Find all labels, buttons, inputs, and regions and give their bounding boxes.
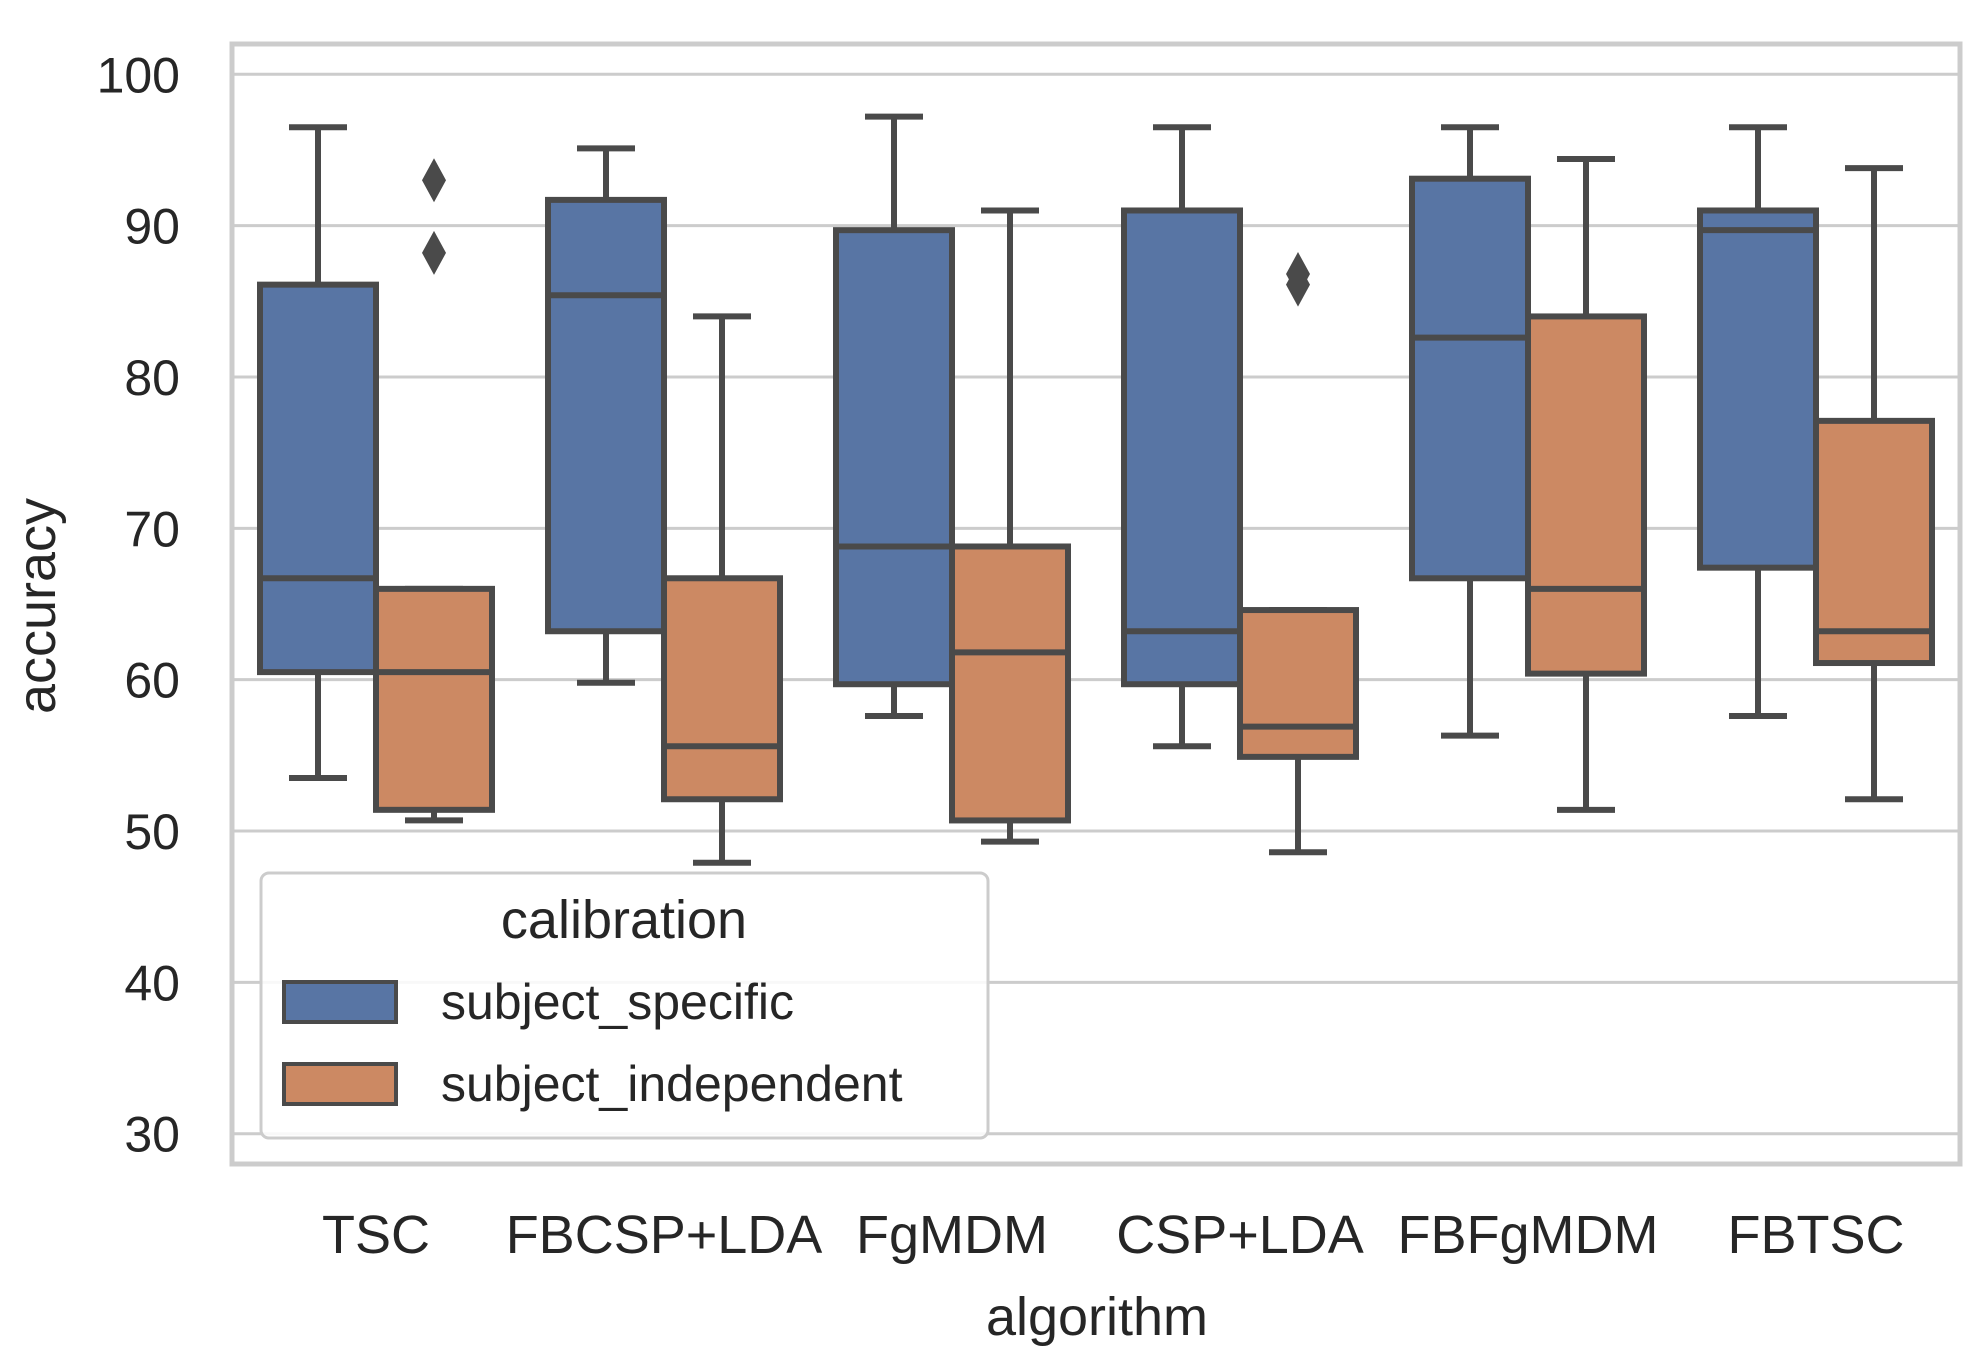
outlier-marker bbox=[422, 158, 446, 203]
box-subject_specific-FBCSP+LDA bbox=[545, 145, 667, 686]
y-tick-label: 60 bbox=[124, 653, 180, 709]
box-subject_specific-FBFgMDM bbox=[1409, 124, 1531, 739]
y-tick-label: 70 bbox=[124, 501, 180, 557]
x-tick-label: FgMDM bbox=[856, 1205, 1048, 1265]
x-tick-label: FBCSP+LDA bbox=[506, 1205, 823, 1265]
box-subject_independent-CSP+LDA bbox=[1237, 252, 1359, 856]
y-tick-label: 50 bbox=[124, 804, 180, 860]
box-iqr bbox=[1525, 313, 1647, 677]
box-iqr bbox=[1697, 207, 1819, 571]
legend-title: calibration bbox=[501, 890, 747, 950]
plot-frame bbox=[229, 41, 1963, 1167]
box-iqr bbox=[833, 227, 955, 688]
y-tick-label: 100 bbox=[97, 47, 180, 103]
box-subject_specific-CSP+LDA bbox=[1121, 124, 1243, 750]
y-tick-label: 40 bbox=[124, 955, 180, 1011]
y-tick-label: 90 bbox=[124, 199, 180, 255]
box-iqr bbox=[373, 585, 495, 813]
x-tick-label: FBTSC bbox=[1727, 1205, 1904, 1265]
box-iqr bbox=[1409, 175, 1531, 582]
y-axis-label: accuracy bbox=[7, 498, 67, 714]
y-tick-labels: 30 40 50 60 70 80 90 100 bbox=[97, 47, 180, 1162]
legend-label-subject-specific: subject_specific bbox=[441, 974, 794, 1030]
box-subject_independent-FBTSC bbox=[1813, 165, 1935, 803]
legend-swatch-subject-independent bbox=[282, 1062, 398, 1106]
boxes bbox=[257, 113, 1935, 866]
box-subject_independent-FgMDM bbox=[949, 207, 1071, 845]
x-axis-label: algorithm bbox=[986, 1287, 1208, 1347]
box-subject_specific-TSC bbox=[257, 124, 379, 782]
box-subject_specific-FgMDM bbox=[833, 113, 955, 719]
x-tick-label: FBFgMDM bbox=[1398, 1205, 1659, 1265]
box-iqr bbox=[1237, 607, 1359, 760]
outlier-marker bbox=[1286, 262, 1310, 307]
y-tick-label: 30 bbox=[124, 1107, 180, 1163]
box-subject_independent-TSC bbox=[373, 158, 495, 824]
legend-label-subject-independent: subject_independent bbox=[441, 1056, 903, 1112]
y-tick-label: 80 bbox=[124, 350, 180, 406]
x-tick-label: TSC bbox=[322, 1205, 430, 1265]
legend-swatch-subject-specific bbox=[282, 980, 398, 1024]
box-iqr bbox=[1121, 207, 1243, 688]
box-iqr bbox=[661, 575, 783, 803]
box-iqr bbox=[1813, 417, 1935, 667]
box-iqr bbox=[257, 281, 379, 676]
box-subject_independent-FBCSP+LDA bbox=[661, 313, 783, 866]
box-iqr bbox=[545, 196, 667, 635]
box-subject_specific-FBTSC bbox=[1697, 124, 1819, 719]
box-iqr bbox=[949, 543, 1071, 824]
legend: calibration subject_specific subject_ind… bbox=[259, 871, 990, 1140]
outlier-marker bbox=[422, 230, 446, 275]
legend-frame bbox=[259, 871, 990, 1140]
box-subject_independent-FBFgMDM bbox=[1525, 156, 1647, 813]
x-tick-label: CSP+LDA bbox=[1116, 1205, 1364, 1265]
x-tick-labels: TSC FBCSP+LDA FgMDM CSP+LDA FBFgMDM FBTSC bbox=[322, 1205, 1905, 1265]
